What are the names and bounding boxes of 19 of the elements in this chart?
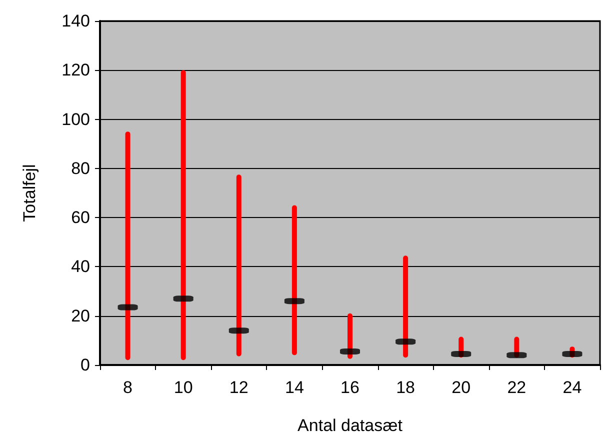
x-tick-label: 22 xyxy=(507,378,526,397)
y-axis-title: Totalfejl xyxy=(20,164,39,222)
x-tick-label: 10 xyxy=(174,378,193,397)
x-tick-label: 12 xyxy=(229,378,248,397)
x-tick-label: 18 xyxy=(396,378,416,397)
y-tick-label: 120 xyxy=(62,60,90,80)
y-tick-label: 100 xyxy=(62,110,90,129)
y-tick-label: 60 xyxy=(71,208,90,228)
x-axis-title: Antal datasæt xyxy=(298,416,403,435)
y-tick-label: 80 xyxy=(71,158,90,178)
y-tick-label: 20 xyxy=(71,306,90,326)
x-tick-label: 24 xyxy=(562,378,582,397)
x-tick-label: 8 xyxy=(123,378,133,397)
y-tick-label: 140 xyxy=(62,12,90,30)
y-tick-label: 40 xyxy=(71,257,90,276)
x-tick-label: 14 xyxy=(284,378,304,397)
x-tick-label: 20 xyxy=(452,378,471,397)
x-tick-label: 16 xyxy=(340,378,360,397)
y-tick-label: 0 xyxy=(80,356,90,374)
